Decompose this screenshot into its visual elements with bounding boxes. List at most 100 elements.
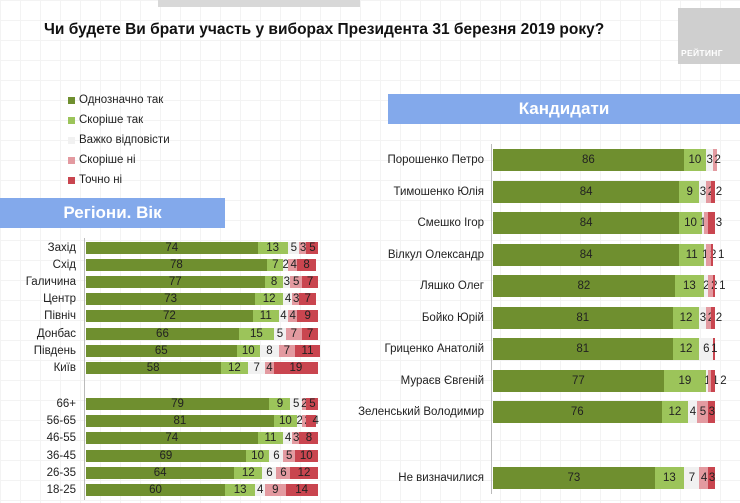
bar-segment xyxy=(262,466,277,479)
data-label: 7 xyxy=(283,344,291,357)
data-label: 82 xyxy=(577,280,591,292)
data-label: 73 xyxy=(164,293,177,306)
bar-segment xyxy=(493,306,673,329)
data-label: 1 xyxy=(700,216,706,230)
bar-segment xyxy=(672,338,700,360)
bar-segment xyxy=(699,467,709,489)
data-label: 4 xyxy=(284,293,292,306)
bar-segment xyxy=(708,369,711,392)
bar-segment xyxy=(672,306,700,329)
bar-segment xyxy=(306,242,318,254)
bar-segment xyxy=(86,293,256,306)
bar-segment xyxy=(86,327,240,340)
data-label: 8 xyxy=(266,344,273,357)
bar-segment xyxy=(225,484,256,496)
bar-segment xyxy=(86,361,221,374)
data-label: 1 xyxy=(718,248,725,261)
data-label: 4 xyxy=(689,406,697,418)
data-label: 4 xyxy=(284,432,292,445)
logo: РЕЙТИНГ xyxy=(678,8,740,64)
bar-segment xyxy=(248,361,265,374)
bar-segment xyxy=(306,398,318,410)
top-strip xyxy=(158,0,360,7)
data-label: 3 xyxy=(292,293,300,306)
bar-segment xyxy=(264,484,286,496)
data-label: 4 xyxy=(290,259,297,272)
bar-segment xyxy=(306,415,316,428)
bar-segment xyxy=(699,338,713,360)
bar-segment xyxy=(283,432,293,445)
bar-segment xyxy=(301,276,318,289)
legend-label: Однозначно так xyxy=(79,94,164,106)
data-label: 7 xyxy=(306,276,314,289)
bar-segment xyxy=(287,259,298,272)
data-label: 6 xyxy=(280,466,287,479)
bar-segment xyxy=(273,415,298,428)
data-label: 7 xyxy=(688,472,696,484)
bar-segment xyxy=(663,369,707,392)
data-label: 4 xyxy=(700,472,708,484)
data-label: 6 xyxy=(703,343,710,355)
bar-segment xyxy=(86,449,247,462)
category-label: Не визначилися xyxy=(398,472,484,484)
data-label: 69 xyxy=(159,449,173,462)
regions-age-header: Регіони. Вік xyxy=(0,198,225,228)
data-label: 19 xyxy=(289,361,303,374)
bar-segment xyxy=(290,398,302,410)
bar-segment xyxy=(299,242,307,254)
data-label: 9 xyxy=(686,185,693,198)
bar-segment xyxy=(294,344,321,357)
category-label: Центр xyxy=(43,293,76,306)
bar-segment xyxy=(297,310,318,323)
legend-label: Точно ні xyxy=(79,174,123,186)
data-label: 3 xyxy=(708,406,716,418)
bar-segment xyxy=(679,243,704,266)
data-label: 13 xyxy=(662,472,676,484)
data-label: 84 xyxy=(579,185,593,198)
data-label: 2 xyxy=(720,374,727,387)
bar-segment xyxy=(493,275,676,297)
bar-segment xyxy=(257,432,284,445)
data-label: 9 xyxy=(276,398,284,410)
bar-segment xyxy=(675,275,704,297)
bar-segment xyxy=(706,149,713,171)
bar-segment xyxy=(283,276,291,289)
bar-segment xyxy=(493,180,680,203)
bar-segment xyxy=(701,212,704,234)
candidates-header: Кандидати xyxy=(388,94,740,124)
bar-segment xyxy=(290,276,302,289)
data-label: 58 xyxy=(146,361,160,374)
data-label: 1 xyxy=(712,374,719,387)
data-label: 3 xyxy=(292,432,300,445)
data-label: 86 xyxy=(581,154,595,166)
data-label: 12 xyxy=(679,311,693,324)
legend-item: Скоріше ні xyxy=(68,150,170,170)
bar-segment xyxy=(493,369,664,392)
data-label: 2 xyxy=(703,280,710,292)
data-label: 84 xyxy=(579,217,593,229)
bar-segment xyxy=(292,293,300,306)
bar-segment xyxy=(710,180,715,203)
bar-segment xyxy=(697,401,709,423)
data-label: 9 xyxy=(272,484,279,496)
bar-segment xyxy=(269,398,291,410)
data-label: 8 xyxy=(305,432,313,445)
data-label: 10 xyxy=(279,415,292,428)
category-label: Мураєв Євгеній xyxy=(400,374,484,387)
bar-segment xyxy=(683,467,700,489)
bar-segment xyxy=(278,310,288,323)
data-label: 2 xyxy=(296,415,303,428)
axis-line xyxy=(491,144,492,494)
legend-swatch xyxy=(68,96,75,104)
data-label: 5 xyxy=(699,406,707,418)
category-label: Галичина xyxy=(25,276,76,289)
data-label: 12 xyxy=(241,466,255,479)
bar-segment xyxy=(273,361,318,374)
category-label: 56-65 xyxy=(46,415,76,428)
bar-segment xyxy=(86,310,254,323)
data-label: 12 xyxy=(227,361,241,374)
data-label: 15 xyxy=(250,327,263,340)
bar-segment xyxy=(86,259,267,272)
data-label: 10 xyxy=(684,217,697,229)
data-label: 3 xyxy=(699,185,707,198)
